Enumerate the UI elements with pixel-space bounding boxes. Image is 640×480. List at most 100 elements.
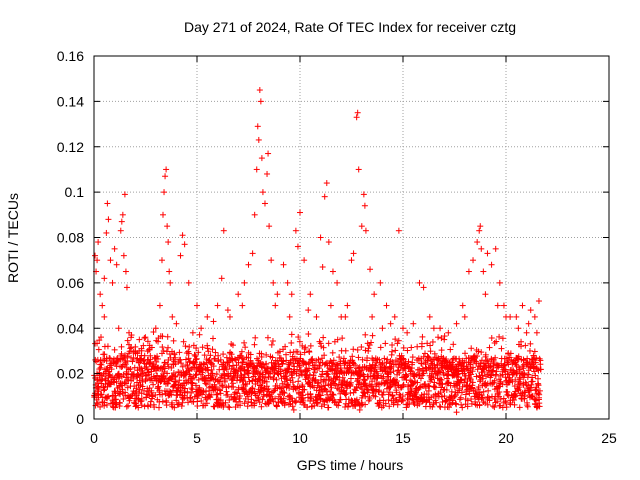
data-point [123, 370, 130, 377]
data-point [171, 382, 178, 389]
data-point [159, 391, 166, 398]
data-point [238, 348, 245, 355]
data-point [269, 354, 276, 361]
data-point [113, 396, 120, 403]
data-point [285, 382, 292, 389]
data-point [358, 344, 365, 351]
data-point [182, 356, 189, 363]
data-point [329, 363, 336, 370]
data-point [97, 334, 104, 341]
data-point [281, 390, 288, 397]
data-point [154, 353, 161, 360]
data-point [296, 364, 303, 371]
data-point [195, 376, 202, 383]
data-point [192, 353, 199, 360]
data-point [277, 368, 284, 375]
data-point [307, 342, 314, 349]
data-point [301, 386, 308, 393]
data-point [334, 336, 341, 343]
data-point [216, 378, 223, 385]
data-point [256, 399, 263, 406]
data-point [245, 393, 252, 400]
data-point [280, 358, 287, 365]
data-point [273, 402, 280, 409]
data-point [185, 350, 192, 357]
data-point [113, 378, 120, 385]
data-point [219, 383, 226, 390]
data-point [337, 365, 344, 372]
data-point [114, 357, 121, 364]
data-point [94, 384, 101, 391]
data-point [175, 401, 182, 408]
data-point [176, 377, 183, 384]
data-point [153, 358, 160, 365]
data-point [196, 331, 203, 338]
data-point [136, 377, 143, 384]
data-point [342, 391, 349, 398]
data-point [249, 378, 256, 385]
data-point [321, 352, 328, 359]
data-point [213, 371, 220, 378]
data-point [150, 329, 157, 336]
data-point [103, 401, 110, 408]
data-point [288, 331, 295, 338]
data-point [201, 352, 208, 359]
data-point [205, 348, 212, 355]
data-point [330, 357, 337, 364]
data-point [209, 372, 216, 379]
data-point [164, 361, 171, 368]
data-point [99, 376, 106, 383]
data-point [230, 383, 237, 390]
data-point [210, 363, 217, 370]
data-point [208, 391, 215, 398]
data-point [216, 386, 223, 393]
data-point [353, 384, 360, 391]
data-point [295, 378, 302, 385]
data-point [163, 348, 170, 355]
data-point [174, 385, 181, 392]
data-point [173, 397, 180, 404]
data-point [140, 342, 147, 349]
data-point [139, 383, 146, 390]
data-point [108, 366, 115, 373]
data-point [224, 391, 231, 398]
data-point [180, 338, 187, 345]
data-point [236, 392, 243, 399]
data-point [107, 355, 114, 362]
data-point [282, 343, 289, 350]
data-point [148, 344, 155, 351]
data-point [141, 365, 148, 372]
data-point [203, 381, 210, 388]
data-point [339, 374, 346, 381]
data-point [239, 378, 246, 385]
data-point [176, 349, 183, 356]
data-point [159, 398, 166, 405]
data-point [214, 391, 221, 398]
data-point [256, 388, 263, 395]
data-point [161, 369, 168, 376]
data-point [164, 380, 171, 387]
data-point [265, 385, 272, 392]
data-point [305, 360, 312, 367]
data-point [125, 402, 132, 409]
data-point [389, 392, 396, 399]
data-point [379, 391, 386, 398]
data-point [268, 341, 275, 348]
data-point [252, 334, 259, 341]
data-point [142, 334, 149, 341]
data-point [295, 334, 302, 341]
data-point [336, 376, 343, 383]
data-point [237, 398, 244, 405]
data-point [341, 378, 348, 385]
data-point [192, 372, 199, 379]
data-point [150, 381, 157, 388]
data-point [226, 397, 233, 404]
data-point [282, 399, 289, 406]
data-point [267, 373, 274, 380]
data-point [121, 379, 128, 386]
data-point [104, 343, 111, 350]
data-point [245, 398, 252, 405]
data-point [155, 383, 162, 390]
data-point [350, 360, 357, 367]
data-point [165, 363, 172, 370]
